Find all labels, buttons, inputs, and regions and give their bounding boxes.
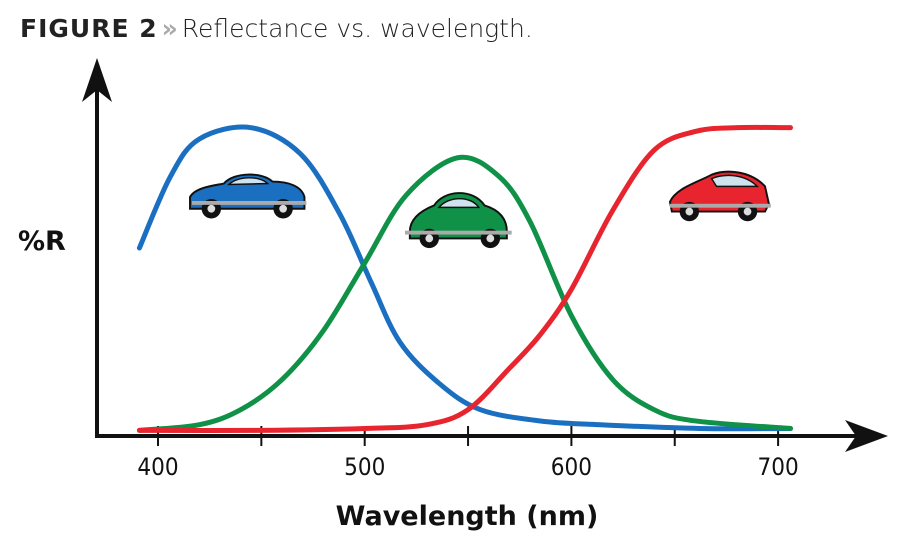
x-tick-label: 400 <box>137 453 178 481</box>
car-body <box>408 192 508 240</box>
car-bumper <box>191 200 307 205</box>
blue-car-icon <box>189 173 307 219</box>
separator-icon: » <box>161 14 178 43</box>
red-reflectance-curve <box>136 124 794 433</box>
car-window <box>226 177 270 186</box>
car-hubcap <box>207 204 216 213</box>
x-axis-arrow-icon <box>845 420 888 452</box>
red-car-icon <box>668 170 771 222</box>
figure-caption: Reflectance vs. wavelength. <box>181 14 533 43</box>
car-window <box>710 174 759 188</box>
car-hubcap <box>743 207 752 216</box>
x-tick-label: 600 <box>551 453 592 481</box>
car-hubcap <box>486 234 495 243</box>
car-window <box>437 197 481 209</box>
figure-label: FIGURE 2 <box>20 14 158 43</box>
y-axis-label: %R <box>18 226 66 257</box>
green-car-icon <box>405 192 512 249</box>
car-bumper <box>405 230 512 235</box>
x-tick-label: 500 <box>344 453 385 481</box>
car-hubcap <box>425 234 434 243</box>
x-axis-label: Wavelength (nm) <box>336 501 599 532</box>
y-axis-arrow-icon <box>82 58 112 102</box>
blue-reflectance-curve <box>136 124 794 432</box>
car-bumper <box>669 203 771 208</box>
x-tick-label: 700 <box>757 453 798 481</box>
green-reflectance-curve <box>136 154 794 433</box>
car-body <box>189 173 306 210</box>
car-hubcap <box>279 204 287 213</box>
figure-title: FIGURE 2» Reflectance vs. wavelength. <box>20 14 533 43</box>
car-hubcap <box>685 207 694 216</box>
